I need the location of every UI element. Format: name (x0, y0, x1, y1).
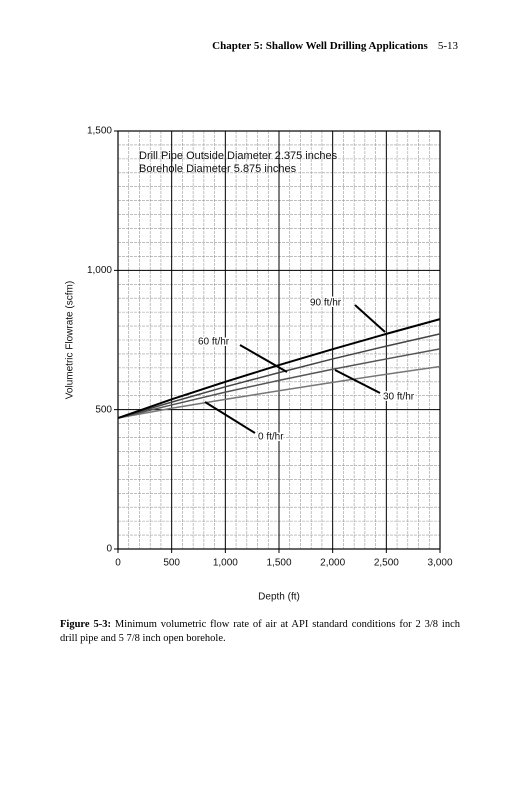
x-axis-label: Depth (ft) (258, 592, 300, 603)
y-tick-label: 1,500 (87, 126, 112, 137)
chapter-title: Chapter 5: Shallow Well Drilling Applica… (212, 40, 428, 52)
data-line (117, 333, 441, 419)
caption-text: Minimum volumetric flow rate of air at A… (60, 619, 461, 644)
x-tick-label: 1,500 (266, 558, 291, 569)
y-tick-label: 1,000 (87, 265, 112, 276)
x-tick-label: 3,000 (427, 558, 452, 569)
leader-line (334, 369, 381, 394)
x-tick-label: 1,000 (213, 558, 238, 569)
caption-label: Figure 5-3: (60, 619, 111, 630)
series-label: 60 ft/hr (198, 337, 230, 348)
leader-line (239, 344, 288, 373)
series-label: 90 ft/hr (310, 298, 342, 309)
leader-line (354, 304, 386, 333)
annotation: Borehole Diameter 5.875 inches (139, 163, 297, 175)
annotation: Drill Pipe Outside Diameter 2.375 inches (139, 150, 338, 162)
figure-caption: Figure 5-3: Minimum volumetric flow rate… (60, 618, 460, 646)
x-tick-label: 2,000 (320, 558, 345, 569)
data-line (117, 365, 441, 419)
x-tick-label: 0 (115, 558, 121, 569)
page-number: 5-13 (437, 40, 458, 52)
x-tick-label: 2,500 (374, 558, 399, 569)
data-line (117, 348, 441, 419)
y-tick-label: 0 (106, 544, 112, 555)
x-tick-label: 500 (163, 558, 180, 569)
page-header: Chapter 5: Shallow Well Drilling Applica… (60, 40, 458, 52)
series-label: 30 ft/hr (383, 392, 415, 403)
y-axis-label: Volumetric Flowrate (scfm) (65, 281, 76, 399)
series-label: 0 ft/hr (258, 432, 284, 443)
leader-line (204, 401, 256, 434)
data-line (117, 318, 441, 419)
y-tick-label: 500 (95, 404, 112, 415)
